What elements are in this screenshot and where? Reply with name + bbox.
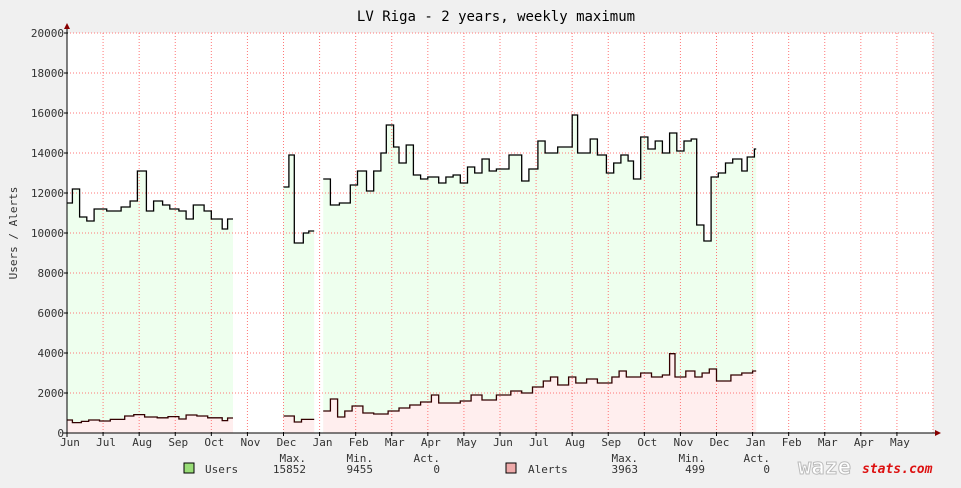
series-1-area-1 (283, 416, 315, 433)
legend-swatch-users (183, 462, 195, 474)
legend-users-act-label: Act. (414, 452, 441, 465)
series-0-line-1 (283, 154, 315, 244)
legend-label-alerts: Alerts (528, 463, 568, 476)
series-0-line-2 (323, 114, 757, 242)
x-tick-label-17: Nov (673, 436, 693, 449)
x-tick-label-9: Mar (385, 436, 405, 449)
series-lines (67, 114, 757, 424)
legend-label-users: Users (205, 463, 238, 476)
series-1-line-2 (323, 353, 757, 418)
y-tick-label-8: 16000 (31, 107, 64, 120)
axes (63, 23, 941, 437)
logo-stats: stats.com (862, 462, 933, 477)
x-tick-label-8: Feb (349, 436, 369, 449)
x-tick-label-14: Aug (565, 436, 585, 449)
series-0-area-0 (67, 171, 233, 433)
legend-users-act: 0 (433, 463, 440, 476)
legend-users-max: 15852 (273, 463, 306, 476)
x-tick-labels: Jun Jul Aug Sep Oct Nov Dec Jan Feb Mar Apr May Jun J… (60, 436, 910, 449)
y-tick-label-10: 20000 (31, 27, 64, 40)
x-tick-label-10: Apr (421, 436, 441, 449)
x-tick-label-11: May (457, 436, 477, 449)
x-tick-label-20: Feb (782, 436, 802, 449)
x-tick-label-22: Apr (854, 436, 874, 449)
legend-alerts-min-label: Min. (679, 452, 706, 465)
x-tick-label-3: Sep (168, 436, 188, 449)
legend-users-max-label: Max. (280, 452, 307, 465)
logo-waze: waze (798, 455, 851, 480)
y-axis-arrow (64, 23, 70, 29)
y-tick-label-5: 10000 (31, 227, 64, 240)
y-tick-labels: 0 2000 4000 6000 8000 10000 12000 14000 16000 180… (31, 27, 64, 440)
y-tick-label-3: 6000 (38, 307, 65, 320)
series-0-line-0 (67, 170, 233, 230)
y-tick-label-9: 18000 (31, 67, 64, 80)
series-1-line-0 (67, 413, 233, 424)
x-tick-label-4: Oct (204, 436, 224, 449)
x-axis-arrow (935, 430, 941, 436)
legend-alerts-act: 0 (763, 463, 770, 476)
legend-alerts-max-label: Max. (612, 452, 639, 465)
y-tick-label-1: 2000 (38, 387, 65, 400)
y-axis-label: Users / Alerts (7, 187, 20, 280)
legend-alerts-max: 3963 (612, 463, 639, 476)
legend-alerts-act-label: Act. (744, 452, 771, 465)
x-tick-label-12: Jun (493, 436, 513, 449)
y-tick-label-0: 0 (57, 427, 64, 440)
x-tick-label-5: Nov (240, 436, 260, 449)
y-tick-label-6: 12000 (31, 187, 64, 200)
legend-users-min: 9455 (347, 463, 374, 476)
x-tick-label-16: Oct (637, 436, 657, 449)
x-tick-label-21: Mar (818, 436, 838, 449)
series-fills (67, 115, 757, 433)
chart-title: LV Riga - 2 years, weekly maximum (357, 9, 635, 25)
x-tick-label-15: Sep (601, 436, 621, 449)
y-tick-label-2: 4000 (38, 347, 65, 360)
legend-swatch-alerts (505, 462, 517, 474)
x-tick-label-19: Jan (746, 436, 766, 449)
legend-alerts-min: 499 (685, 463, 705, 476)
x-tick-label-23: May (890, 436, 910, 449)
series-0-area-1 (283, 155, 315, 433)
series-0-area-2 (323, 115, 757, 433)
legend: Users Max. 15852 Min. 9455 Act. 0 Alerts… (183, 452, 771, 476)
y-tick-label-7: 14000 (31, 147, 64, 160)
series-1-area-0 (67, 414, 233, 433)
x-tick-label-18: Dec (710, 436, 730, 449)
wazestats-logo: waze stats.com (798, 455, 933, 481)
y-tick-label-4: 8000 (38, 267, 65, 280)
series-1-line-1 (283, 415, 315, 423)
x-tick-label-6: Dec (277, 436, 297, 449)
x-tick-label-1: Jul (96, 436, 116, 449)
x-tick-label-7: Jan (313, 436, 333, 449)
x-tick-label-2: Aug (132, 436, 152, 449)
grid (67, 32, 934, 433)
x-tick-label-0: Jun (60, 436, 80, 449)
legend-users-min-label: Min. (347, 452, 374, 465)
x-tick-label-13: Jul (529, 436, 549, 449)
